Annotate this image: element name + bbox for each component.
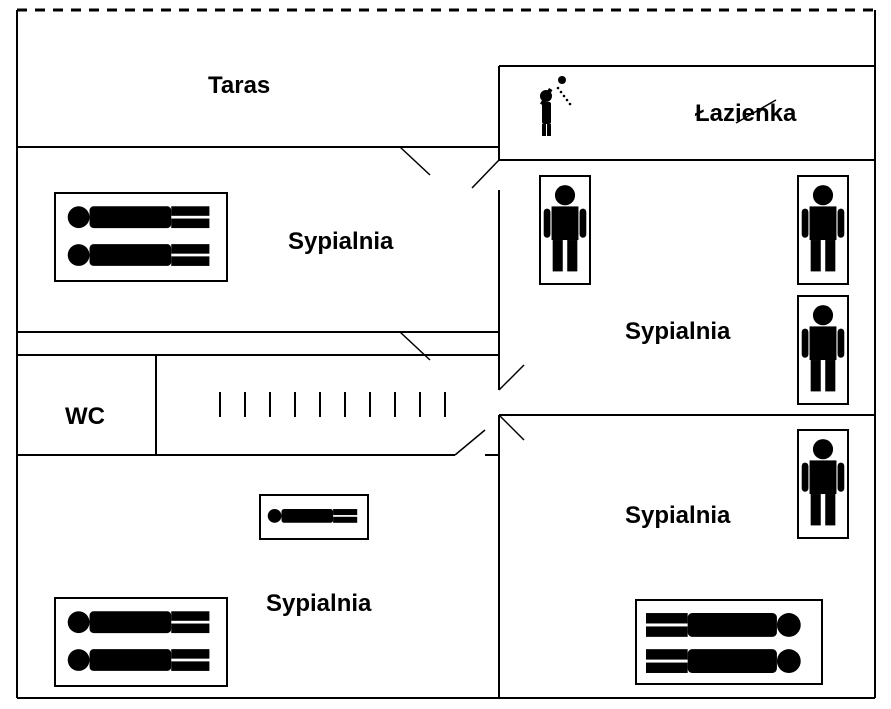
label-wc: WC: [65, 403, 105, 431]
label-sypialnia2: Sypialnia: [625, 318, 730, 346]
label-sypialnia4: Sypialnia: [266, 590, 371, 618]
floor-plan: Taras Łazienka Sypialnia Sypialnia WC Sypialn…: [0, 0, 891, 709]
label-lazienka: Łazienka: [695, 100, 796, 128]
label-taras: Taras: [208, 72, 270, 100]
label-sypialnia1: Sypialnia: [288, 228, 393, 256]
label-sypialnia3: Sypialnia: [625, 502, 730, 530]
